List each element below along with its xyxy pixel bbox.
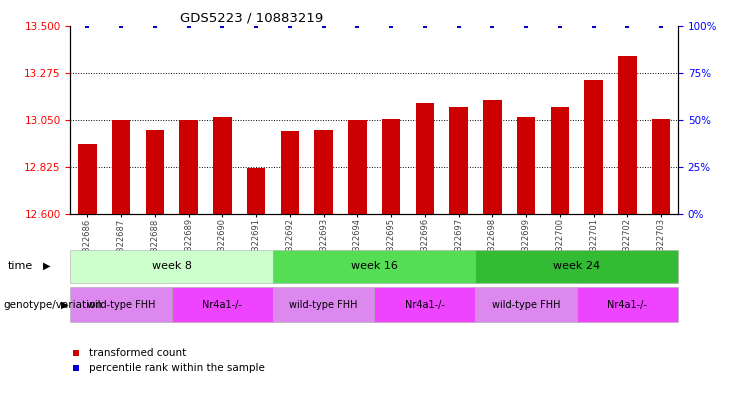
Bar	[476, 287, 576, 322]
Bar	[273, 250, 476, 283]
Text: wild-type FHH: wild-type FHH	[492, 299, 560, 310]
Text: wild-type FHH: wild-type FHH	[289, 299, 358, 310]
Text: Nr4a1-/-: Nr4a1-/-	[202, 299, 242, 310]
Bar	[382, 119, 400, 214]
Bar	[78, 144, 96, 214]
Bar	[247, 168, 265, 214]
Bar	[416, 103, 434, 214]
Bar	[576, 287, 678, 322]
Bar	[618, 56, 637, 214]
Bar	[314, 130, 333, 214]
Bar	[483, 100, 502, 214]
Text: Nr4a1-/-: Nr4a1-/-	[405, 299, 445, 310]
Text: wild-type FHH: wild-type FHH	[87, 299, 156, 310]
Bar	[652, 119, 671, 214]
Text: transformed count: transformed count	[89, 347, 186, 358]
Text: time: time	[7, 261, 33, 271]
Bar	[213, 117, 232, 214]
Bar	[70, 250, 273, 283]
Text: Nr4a1-/-: Nr4a1-/-	[608, 299, 648, 310]
Text: week 8: week 8	[152, 261, 192, 271]
Bar	[145, 130, 164, 214]
Bar	[374, 287, 476, 322]
Text: ▶: ▶	[43, 261, 50, 271]
Text: genotype/variation: genotype/variation	[4, 299, 103, 310]
Bar	[273, 287, 374, 322]
Bar	[70, 287, 172, 322]
Text: percentile rank within the sample: percentile rank within the sample	[89, 364, 265, 373]
Bar	[348, 120, 367, 214]
Text: week 16: week 16	[350, 261, 398, 271]
Bar	[449, 107, 468, 214]
Bar	[281, 131, 299, 214]
Bar	[551, 107, 569, 214]
Text: ▶: ▶	[61, 299, 68, 310]
Text: GDS5223 / 10883219: GDS5223 / 10883219	[180, 11, 323, 24]
Bar	[516, 117, 536, 214]
Bar	[179, 120, 198, 214]
Bar	[476, 250, 678, 283]
Bar	[585, 80, 603, 214]
Bar	[112, 120, 130, 214]
Bar	[172, 287, 273, 322]
Text: week 24: week 24	[554, 261, 600, 271]
